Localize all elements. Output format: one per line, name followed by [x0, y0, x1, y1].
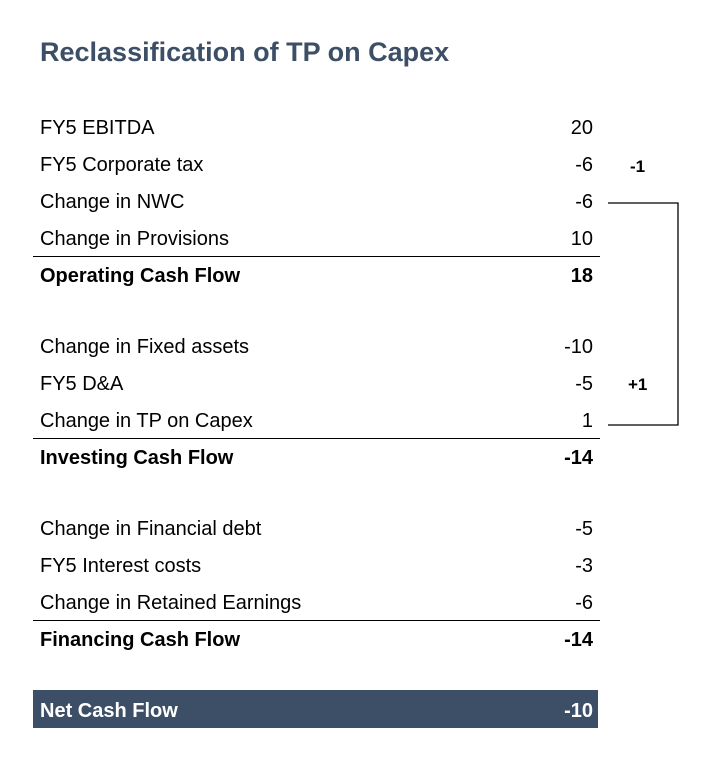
- total-rule: [33, 256, 600, 257]
- net-band: [33, 690, 598, 728]
- title: Reclassification of TP on Capex: [40, 37, 450, 67]
- row-label: Change in Financial debt: [40, 518, 262, 540]
- row-label: FY5 Interest costs: [40, 555, 202, 577]
- row-value: 20: [570, 117, 593, 139]
- net-value: -10: [564, 700, 593, 722]
- row-label: FY5 D&A: [40, 373, 124, 395]
- row-value: -5: [575, 518, 593, 540]
- bracket: [608, 202, 679, 426]
- total-value: -14: [564, 447, 593, 469]
- row-value: -6: [575, 154, 593, 176]
- total-rule: [33, 620, 600, 621]
- row-label: FY5 EBITDA: [40, 117, 155, 139]
- row-value: 10: [570, 228, 593, 250]
- total-value: -14: [564, 629, 593, 651]
- row-value: -6: [575, 191, 593, 213]
- total-label: Financing Cash Flow: [40, 629, 241, 651]
- row-value: -5: [575, 373, 593, 395]
- row-label: FY5 Corporate tax: [40, 154, 204, 176]
- row-label: Change in TP on Capex: [40, 410, 253, 432]
- total-rule: [33, 438, 600, 439]
- row-label: Change in Fixed assets: [40, 336, 250, 358]
- total-label: Operating Cash Flow: [40, 265, 241, 287]
- annotation: -1: [630, 157, 646, 176]
- row-value: 1: [581, 410, 593, 432]
- annotation: +1: [628, 375, 648, 394]
- row-value: -10: [564, 336, 593, 358]
- row-label: Change in Provisions: [40, 228, 229, 250]
- total-label: Investing Cash Flow: [40, 447, 234, 469]
- net-label: Net Cash Flow: [40, 700, 178, 722]
- total-value: 18: [570, 265, 593, 287]
- row-label: Change in NWC: [40, 191, 185, 213]
- row-value: -6: [575, 592, 593, 614]
- row-label: Change in Retained Earnings: [40, 592, 302, 614]
- row-value: -3: [575, 555, 593, 577]
